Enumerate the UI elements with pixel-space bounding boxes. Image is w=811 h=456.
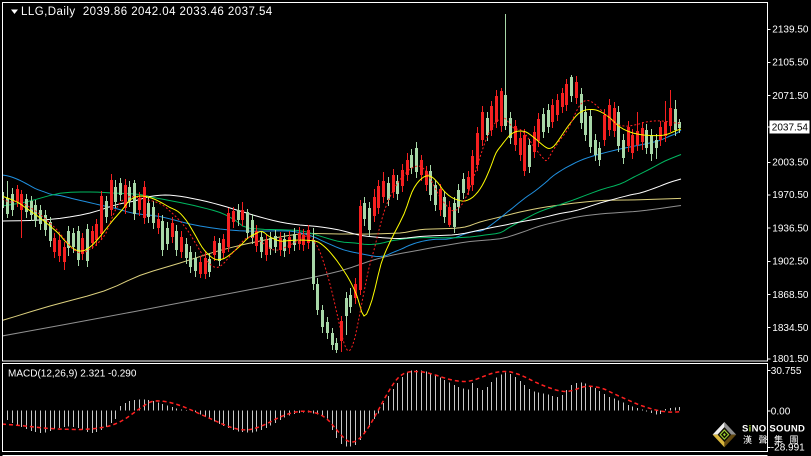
svg-text:1834.50: 1834.50 (772, 323, 809, 334)
svg-text:2071.50: 2071.50 (772, 91, 809, 102)
svg-text:2037.54: 2037.54 (772, 122, 809, 133)
svg-text:2105.50: 2105.50 (772, 58, 809, 69)
svg-text:1970.50: 1970.50 (772, 190, 809, 201)
svg-text:LLG,Daily 2039.86 2042.04 203: LLG,Daily 2039.86 2042.04 2033.46 2037.5… (21, 6, 273, 18)
svg-text:1902.50: 1902.50 (772, 257, 809, 268)
svg-text:MACD(12,26,9) 2.321 -0.290: MACD(12,26,9) 2.321 -0.290 (8, 369, 137, 380)
svg-text:2003.50: 2003.50 (772, 158, 809, 169)
svg-text:1936.50: 1936.50 (772, 223, 809, 234)
svg-text:2139.50: 2139.50 (772, 25, 809, 36)
svg-text:1868.50: 1868.50 (772, 290, 809, 301)
svg-text:0.00: 0.00 (771, 407, 791, 418)
svg-text:漢聲集團: 漢聲集團 (743, 434, 805, 445)
svg-text:SiNO SOUND: SiNO SOUND (742, 424, 805, 435)
svg-text:1801.50: 1801.50 (772, 354, 809, 365)
svg-text:-28.991: -28.991 (771, 443, 805, 454)
svg-text:30.755: 30.755 (771, 366, 802, 377)
